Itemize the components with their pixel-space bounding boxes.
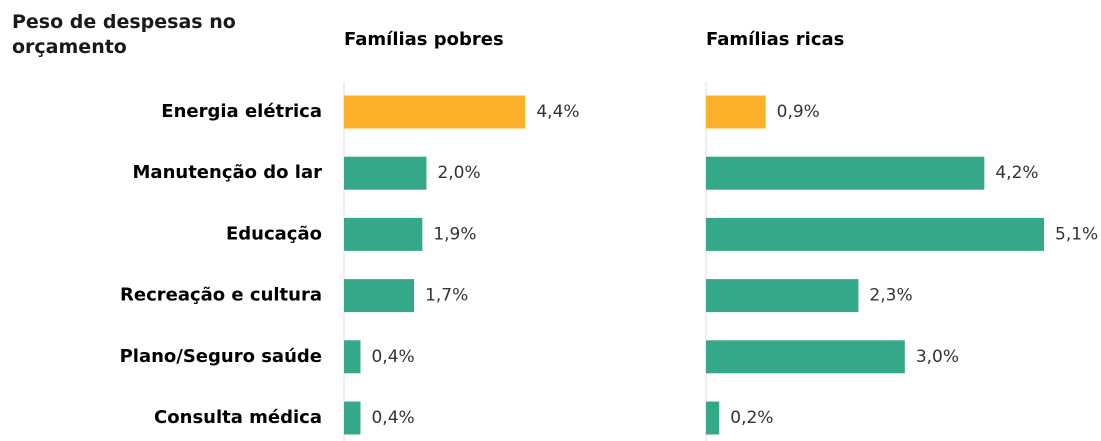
bar bbox=[344, 401, 361, 435]
category-label: Recreação e cultura bbox=[120, 285, 322, 306]
value-label: 1,9% bbox=[433, 224, 476, 244]
bar bbox=[706, 340, 905, 374]
value-label: 0,9% bbox=[777, 102, 820, 122]
value-label: 4,2% bbox=[995, 163, 1038, 183]
value-label: 1,7% bbox=[425, 286, 468, 306]
category-label: Educação bbox=[226, 223, 322, 244]
bar bbox=[344, 95, 526, 129]
value-label: 5,1% bbox=[1055, 224, 1098, 244]
value-label: 0,2% bbox=[730, 408, 773, 428]
bar bbox=[344, 156, 427, 190]
bar bbox=[344, 217, 423, 251]
value-label: 2,0% bbox=[437, 163, 480, 183]
bar bbox=[344, 279, 415, 313]
bar bbox=[706, 401, 720, 435]
category-label: Energia elétrica bbox=[161, 101, 322, 122]
bar bbox=[344, 340, 361, 374]
category-label: Consulta médica bbox=[154, 407, 322, 428]
category-label: Plano/Seguro saúde bbox=[120, 346, 322, 367]
value-label: 4,4% bbox=[536, 102, 579, 122]
panel-title: Famílias ricas bbox=[706, 29, 844, 50]
bar bbox=[706, 95, 766, 129]
value-label: 0,4% bbox=[371, 408, 414, 428]
chart-title: Peso de despesas no orçamento bbox=[12, 11, 236, 58]
value-label: 3,0% bbox=[916, 347, 959, 367]
bar bbox=[706, 217, 1044, 251]
bar bbox=[706, 156, 985, 190]
panel-title: Famílias pobres bbox=[344, 29, 504, 50]
category-label: Manutenção do lar bbox=[133, 162, 323, 183]
bar bbox=[706, 279, 859, 313]
value-label: 2,3% bbox=[869, 286, 912, 306]
value-label: 0,4% bbox=[371, 347, 414, 367]
